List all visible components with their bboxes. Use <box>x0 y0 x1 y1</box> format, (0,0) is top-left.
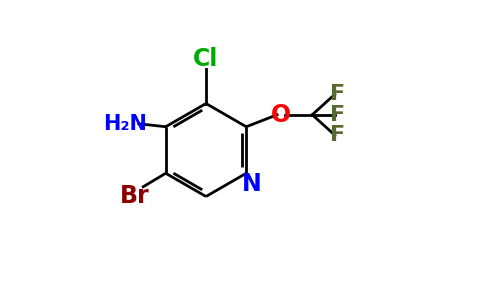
Text: F: F <box>330 84 345 104</box>
Text: Br: Br <box>120 184 149 208</box>
Text: F: F <box>330 105 345 125</box>
Text: Cl: Cl <box>193 47 219 71</box>
Text: H₂N: H₂N <box>103 114 147 134</box>
Text: N: N <box>242 172 261 196</box>
Text: O: O <box>271 103 291 127</box>
Text: F: F <box>330 125 345 145</box>
